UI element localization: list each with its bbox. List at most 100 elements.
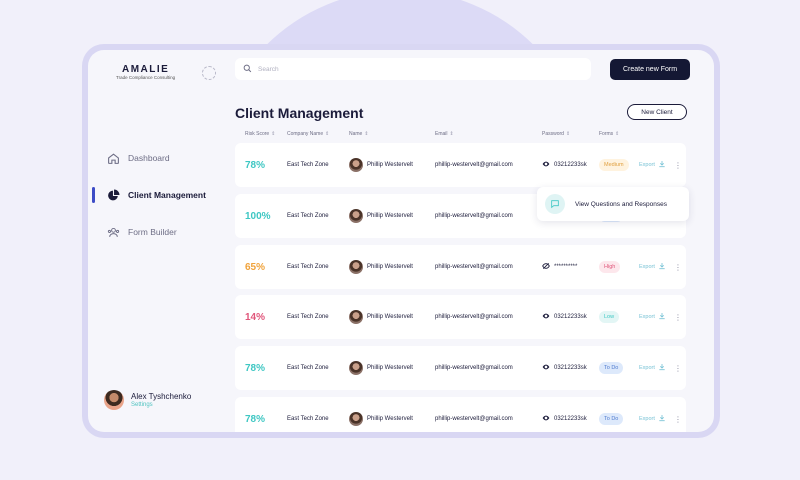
column-header-name[interactable]: Name ⇕: [349, 131, 369, 137]
view-questions-option[interactable]: View Questions and Responses: [575, 200, 668, 208]
export-button[interactable]: Export: [639, 397, 666, 432]
client-name-cell[interactable]: Phillip Westervelt: [349, 194, 413, 238]
table-row[interactable]: 14% East Tech Zone Phillip Westervelt phill…: [235, 295, 686, 339]
form-status-cell: To Do: [599, 346, 624, 390]
status-badge: To Do: [599, 413, 624, 425]
client-name: Phillip Westervelt: [367, 213, 413, 219]
password-cell: 03212233sk: [542, 346, 587, 390]
export-button[interactable]: Export: [639, 346, 666, 390]
more-options-icon[interactable]: ⋮: [674, 363, 682, 373]
active-indicator: [92, 187, 95, 203]
sidebar-item-dashboard[interactable]: Dashboard: [106, 148, 206, 168]
app-window: AMALIE Trade Compliance Consulting Dashb…: [88, 50, 714, 432]
risk-score: 100%: [245, 210, 271, 222]
export-button[interactable]: Export: [639, 245, 666, 289]
more-options-icon[interactable]: ⋮: [674, 312, 682, 322]
form-status-cell: To Do: [599, 397, 624, 432]
status-badge: Medium: [599, 159, 629, 171]
status-badge: Low: [599, 311, 620, 323]
risk-score: 78%: [245, 159, 266, 171]
client-email: phillip-westervelt@gmail.com: [435, 264, 513, 270]
sidebar-item-label: Client Management: [128, 190, 206, 200]
client-name: Phillip Westervelt: [367, 264, 413, 270]
export-button[interactable]: Export: [639, 295, 666, 339]
company-name: East Tech Zone: [287, 264, 329, 270]
client-email: phillip-westervelt@gmail.com: [435, 365, 513, 371]
risk-score: 14%: [245, 311, 266, 323]
eye-icon[interactable]: [542, 160, 550, 170]
more-options-icon[interactable]: ⋮: [674, 262, 682, 272]
brand-logo[interactable]: AMALIE Trade Compliance Consulting: [116, 64, 216, 80]
user-profile[interactable]: Alex Tyshchenko Settings: [104, 390, 191, 410]
company-name: East Tech Zone: [287, 213, 329, 219]
table-row[interactable]: 78% East Tech Zone Phillip Westervelt phill…: [235, 397, 686, 432]
download-icon: [658, 414, 666, 424]
sidebar-item-client-management[interactable]: Client Management: [92, 185, 206, 205]
sort-icon: ⇕: [615, 131, 620, 137]
home-icon: [106, 151, 120, 165]
client-name-cell[interactable]: Phillip Westervelt: [349, 143, 413, 187]
status-badge: High: [599, 261, 621, 273]
device-frame: AMALIE Trade Compliance Consulting Dashb…: [82, 44, 720, 438]
eye-icon[interactable]: [542, 312, 550, 322]
client-name: Phillip Westervelt: [367, 314, 413, 320]
more-options-icon[interactable]: ⋮: [674, 160, 682, 170]
password-cell: 03212233sk: [542, 397, 587, 432]
company-name: East Tech Zone: [287, 314, 329, 320]
table-row[interactable]: 78% East Tech Zone Phillip Westervelt phill…: [235, 346, 686, 390]
avatar: [349, 412, 363, 426]
column-header-password[interactable]: Password ⇕: [542, 131, 571, 137]
column-header-company-name[interactable]: Company Name ⇕: [287, 131, 330, 137]
table-row[interactable]: 65% East Tech Zone Phillip Westervelt phill…: [235, 245, 686, 289]
export-label: Export: [639, 314, 655, 320]
client-email: phillip-westervelt@gmail.com: [435, 213, 513, 219]
export-label: Export: [639, 264, 655, 270]
client-name-cell[interactable]: Phillip Westervelt: [349, 295, 413, 339]
client-email: phillip-westervelt@gmail.com: [435, 314, 513, 320]
client-name-cell[interactable]: Phillip Westervelt: [349, 397, 413, 432]
client-name: Phillip Westervelt: [367, 416, 413, 422]
sort-icon: ⇕: [565, 131, 571, 137]
client-name-cell[interactable]: Phillip Westervelt: [349, 245, 413, 289]
column-header-email[interactable]: Email ⇕: [435, 131, 454, 137]
password-cell: **********: [542, 245, 577, 289]
avatar: [349, 209, 363, 223]
client-name-cell[interactable]: Phillip Westervelt: [349, 346, 413, 390]
new-client-button[interactable]: New Client: [627, 104, 687, 120]
sort-icon: ⇕: [325, 131, 330, 137]
sidebar-item-label: Form Builder: [128, 227, 177, 237]
sidebar: AMALIE Trade Compliance Consulting Dashb…: [88, 50, 228, 432]
avatar: [349, 158, 363, 172]
client-email: phillip-westervelt@gmail.com: [435, 162, 513, 168]
company-name: East Tech Zone: [287, 416, 329, 422]
company-name: East Tech Zone: [287, 365, 329, 371]
company-name: East Tech Zone: [287, 162, 329, 168]
brand-badge-icon: [202, 66, 216, 80]
column-header-forms[interactable]: Forms ⇕: [599, 131, 620, 137]
table-row[interactable]: 78% East Tech Zone Phillip Westervelt phill…: [235, 143, 686, 187]
search-bar[interactable]: [235, 58, 591, 80]
password-value: 03212233sk: [554, 416, 587, 422]
client-name: Phillip Westervelt: [367, 162, 413, 168]
sidebar-item-form-builder[interactable]: Form Builder: [106, 222, 206, 242]
password-value: 03212233sk: [554, 162, 587, 168]
password-value: **********: [554, 264, 578, 270]
sidebar-nav: Dashboard Client Management Form Builder: [92, 148, 206, 259]
password-cell: 03212233sk: [542, 295, 587, 339]
create-new-form-button[interactable]: Create new Form: [610, 59, 690, 80]
status-badge: To Do: [599, 362, 624, 374]
more-options-icon[interactable]: ⋮: [674, 414, 682, 424]
eye-off-icon[interactable]: [542, 262, 550, 272]
column-header-risk-score[interactable]: Risk Score ⇕: [245, 131, 276, 137]
eye-icon[interactable]: [542, 414, 550, 424]
risk-score: 65%: [245, 261, 266, 273]
export-button[interactable]: Export: [639, 143, 666, 187]
eye-icon[interactable]: [542, 363, 550, 373]
download-icon: [658, 312, 666, 322]
password-cell: 03212233sk: [542, 143, 587, 187]
context-menu-popover[interactable]: View Questions and Responses: [537, 187, 689, 221]
pie-chart-icon: [106, 188, 120, 202]
search-input[interactable]: [258, 65, 558, 73]
risk-score: 78%: [245, 413, 266, 425]
settings-link[interactable]: Settings: [131, 402, 153, 408]
